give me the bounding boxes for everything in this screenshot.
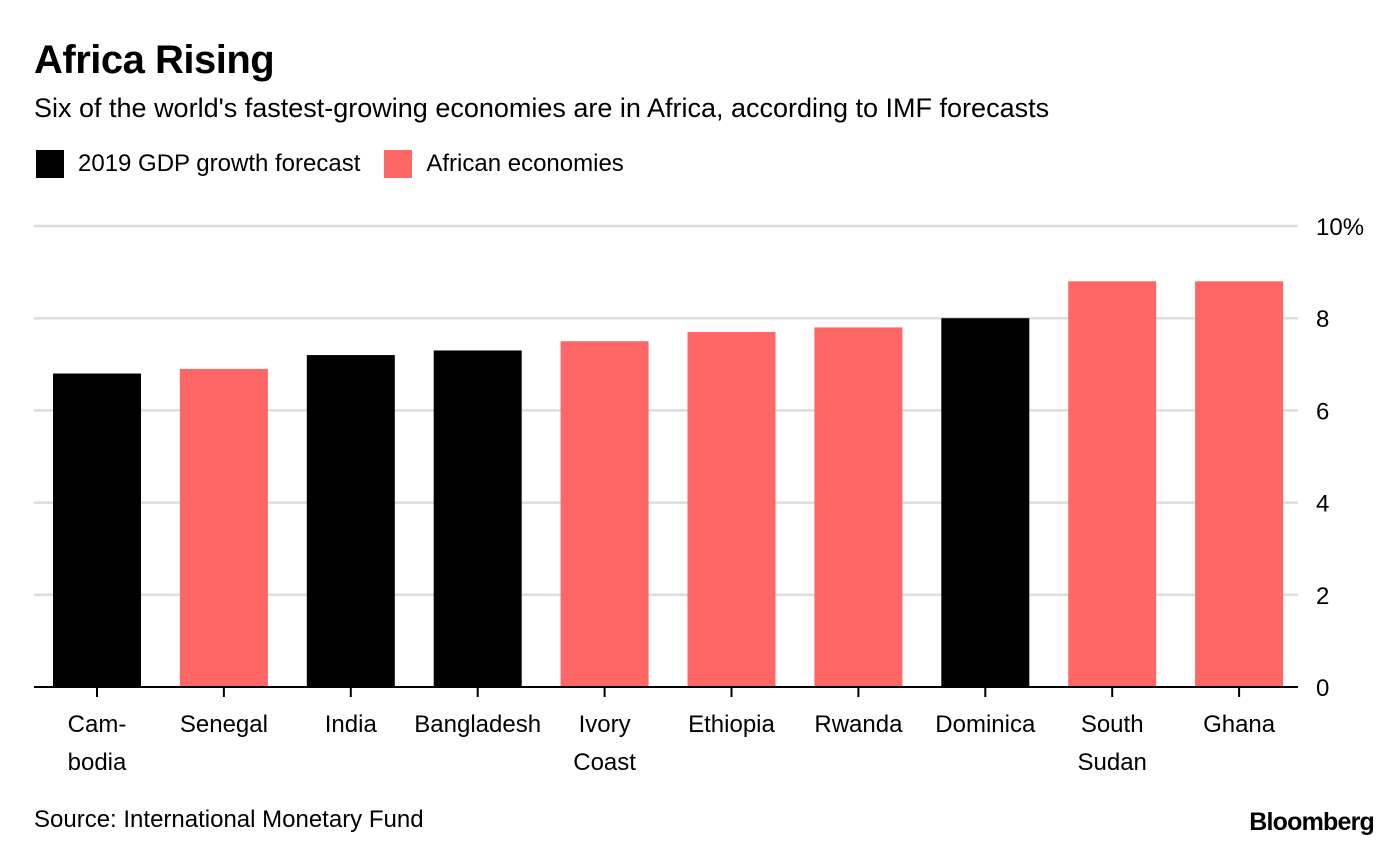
x-tick-label: Senegal (180, 711, 268, 738)
source-note: Source: International Monetary Fund (34, 806, 424, 833)
x-tick-label: Ivory (579, 711, 631, 738)
bar (306, 355, 395, 687)
x-tick-label: Rwanda (814, 711, 903, 738)
bar-chart: 0 2 4 6 8 10% Cam-bodia Senegal India Bangladesh I… (34, 214, 1364, 776)
x-tick-label: Sudan (1077, 749, 1146, 776)
y-tick-label: 8 (1316, 306, 1329, 333)
bar (560, 341, 649, 687)
x-tick-label: Ethiopia (688, 711, 775, 738)
legend-swatch-red (384, 150, 413, 178)
bar (687, 332, 776, 687)
x-tick-label: Cam- (68, 711, 127, 738)
chart-subtitle: Six of the world's fastest-growing econo… (34, 93, 1050, 123)
x-tick-label: Bangladesh (414, 711, 541, 738)
bar (1195, 281, 1284, 687)
y-tick-label: 0 (1316, 675, 1329, 702)
legend-swatch-black (36, 150, 64, 178)
legend-label-african: African economies (426, 150, 624, 177)
legend: 2019 GDP growth forecast African economi… (36, 147, 648, 181)
y-tick-label: 2 (1316, 583, 1329, 610)
y-tick-label: 4 (1316, 491, 1329, 518)
bar (1068, 281, 1157, 687)
x-tick-label: South (1081, 711, 1144, 738)
bloomberg-logo: Bloomberg (1249, 808, 1375, 836)
legend-label-gdp-forecast: 2019 GDP growth forecast (78, 150, 361, 177)
bar (433, 350, 522, 687)
x-tick-label: India (325, 711, 378, 738)
legend-item-gdp-forecast: 2019 GDP growth forecast (36, 147, 360, 181)
bar (941, 318, 1030, 687)
x-tick-label: Ghana (1203, 711, 1276, 738)
legend-item-african: African economies (384, 147, 624, 181)
bar (814, 327, 903, 687)
bar (179, 368, 268, 687)
x-tick-label: bodia (68, 749, 127, 776)
chart-title: Africa Rising (34, 38, 275, 82)
bar (53, 373, 141, 687)
y-tick-label: 6 (1316, 398, 1329, 425)
y-tick-label: 10% (1316, 214, 1364, 241)
x-tick-label: Dominica (935, 711, 1036, 738)
x-tick-label: Coast (573, 749, 636, 776)
